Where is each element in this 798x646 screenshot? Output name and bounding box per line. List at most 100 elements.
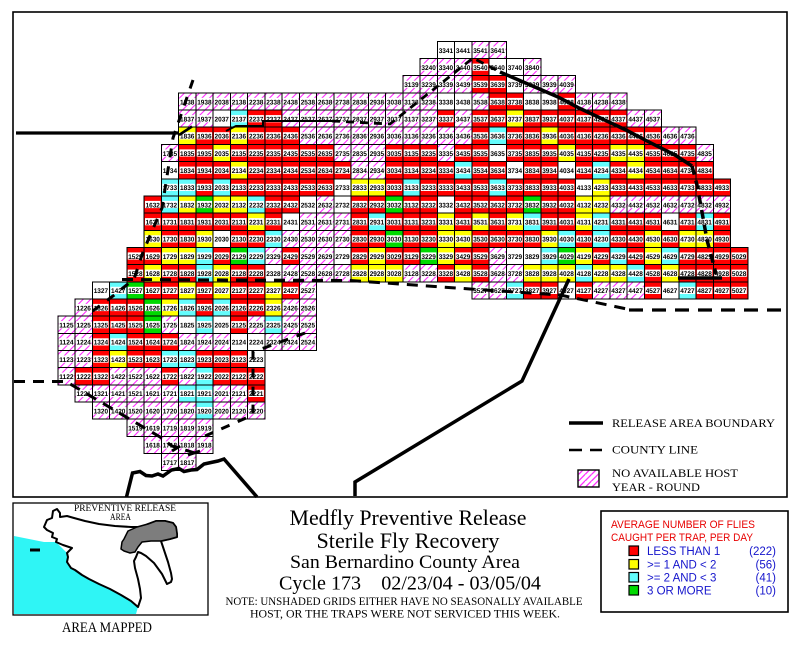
svg-text:4828: 4828 <box>697 271 712 278</box>
svg-text:5028: 5028 <box>732 271 747 278</box>
svg-text:1818: 1818 <box>180 443 195 450</box>
svg-text:3335: 3335 <box>439 151 454 158</box>
svg-text:2235: 2235 <box>249 151 264 158</box>
svg-text:1832: 1832 <box>180 202 195 209</box>
svg-text:4230: 4230 <box>594 237 609 244</box>
svg-text:1122: 1122 <box>59 374 74 381</box>
svg-text:4928: 4928 <box>715 271 730 278</box>
svg-text:2137: 2137 <box>232 117 247 124</box>
svg-text:2529: 2529 <box>301 254 316 261</box>
svg-text:1938: 1938 <box>197 99 212 106</box>
svg-text:1726: 1726 <box>163 305 178 312</box>
svg-text:1830: 1830 <box>180 237 195 244</box>
svg-text:1822: 1822 <box>180 374 195 381</box>
svg-text:2027: 2027 <box>215 288 230 295</box>
svg-text:1529: 1529 <box>128 254 143 261</box>
svg-text:2228: 2228 <box>249 271 264 278</box>
svg-text:3338: 3338 <box>439 99 454 106</box>
svg-text:4728: 4728 <box>680 271 695 278</box>
svg-text:3035: 3035 <box>387 151 402 158</box>
svg-text:2336: 2336 <box>266 134 281 141</box>
svg-text:3527: 3527 <box>473 288 488 295</box>
svg-text:3730: 3730 <box>508 237 523 244</box>
svg-text:3633: 3633 <box>490 185 505 192</box>
svg-text:4134: 4134 <box>577 168 592 175</box>
svg-text:3130: 3130 <box>404 237 419 244</box>
svg-text:3641: 3641 <box>490 48 505 55</box>
svg-text:1320: 1320 <box>94 408 109 415</box>
svg-text:4229: 4229 <box>594 254 609 261</box>
svg-text:2222: 2222 <box>249 374 264 381</box>
svg-text:3740: 3740 <box>508 65 523 72</box>
svg-text:2133: 2133 <box>232 185 247 192</box>
svg-text:3331: 3331 <box>439 220 454 227</box>
svg-text:2130: 2130 <box>232 237 247 244</box>
svg-text:1932: 1932 <box>197 202 212 209</box>
svg-text:4234: 4234 <box>594 168 609 175</box>
svg-text:4432: 4432 <box>628 202 643 209</box>
svg-text:1838: 1838 <box>180 99 195 106</box>
svg-text:1729: 1729 <box>163 254 178 261</box>
svg-text:3132: 3132 <box>404 202 419 209</box>
svg-text:2935: 2935 <box>370 151 385 158</box>
svg-text:4627: 4627 <box>663 288 678 295</box>
svg-text:1828: 1828 <box>180 271 195 278</box>
svg-text:2132: 2132 <box>232 202 247 209</box>
svg-text:1925: 1925 <box>197 323 212 330</box>
svg-text:1733: 1733 <box>163 185 178 192</box>
svg-text:2333: 2333 <box>266 185 281 192</box>
svg-text:1922: 1922 <box>197 374 212 381</box>
svg-text:1820: 1820 <box>180 408 195 415</box>
svg-text:3337: 3337 <box>439 117 454 124</box>
svg-text:1936: 1936 <box>197 134 212 141</box>
svg-text:2020: 2020 <box>215 408 230 415</box>
svg-text:1834: 1834 <box>180 168 195 175</box>
svg-text:2033: 2033 <box>215 185 230 192</box>
svg-text:3638: 3638 <box>490 99 505 106</box>
svg-text:1527: 1527 <box>128 288 143 295</box>
svg-text:3936: 3936 <box>542 134 557 141</box>
svg-text:2338: 2338 <box>266 99 281 106</box>
svg-text:1630: 1630 <box>146 237 161 244</box>
svg-text:Cycle 173 02/23/04 - 03/05/: Cycle 173 02/23/04 - 03/05/04 <box>279 573 541 595</box>
svg-text:3727: 3727 <box>508 288 523 295</box>
svg-text:2527: 2527 <box>301 288 316 295</box>
svg-text:2424: 2424 <box>283 340 298 347</box>
svg-text:3341: 3341 <box>439 48 454 55</box>
svg-text:LESS THAN 1: LESS THAN 1 <box>647 546 720 558</box>
svg-text:NO AVAILABLE HOST: NO AVAILABLE HOST <box>612 468 738 480</box>
svg-text:1424: 1424 <box>111 340 126 347</box>
svg-text:3634: 3634 <box>490 168 505 175</box>
svg-text:3728: 3728 <box>508 271 523 278</box>
svg-text:4727: 4727 <box>680 288 695 295</box>
svg-text:(41): (41) <box>756 573 777 585</box>
svg-text:4136: 4136 <box>577 134 592 141</box>
svg-text:4135: 4135 <box>577 151 592 158</box>
svg-text:3835: 3835 <box>525 151 540 158</box>
svg-text:1522: 1522 <box>128 374 143 381</box>
svg-text:2929: 2929 <box>370 254 385 261</box>
svg-text:3929: 3929 <box>542 254 557 261</box>
svg-text:3930: 3930 <box>542 237 557 244</box>
svg-text:2735: 2735 <box>335 151 350 158</box>
svg-text:4631: 4631 <box>663 220 678 227</box>
svg-text:3932: 3932 <box>542 202 557 209</box>
svg-text:3330: 3330 <box>439 237 454 244</box>
svg-text:3340: 3340 <box>439 65 454 72</box>
svg-text:1935: 1935 <box>197 151 212 158</box>
svg-text:2227: 2227 <box>249 288 264 295</box>
svg-text:3139: 3139 <box>404 82 419 89</box>
svg-text:2632: 2632 <box>318 202 333 209</box>
svg-text:1618: 1618 <box>146 443 161 450</box>
svg-text:San Bernardino County Area: San Bernardino County Area <box>290 552 521 573</box>
svg-text:1423: 1423 <box>111 357 126 364</box>
svg-text:3136: 3136 <box>404 134 419 141</box>
svg-text:4328: 4328 <box>611 271 626 278</box>
svg-text:2330: 2330 <box>266 237 281 244</box>
svg-text:2237: 2237 <box>249 117 264 124</box>
svg-text:1627: 1627 <box>146 288 161 295</box>
svg-text:1523: 1523 <box>128 357 143 364</box>
svg-text:1222: 1222 <box>77 374 92 381</box>
svg-text:1928: 1928 <box>197 271 212 278</box>
svg-text:1421: 1421 <box>111 391 126 398</box>
